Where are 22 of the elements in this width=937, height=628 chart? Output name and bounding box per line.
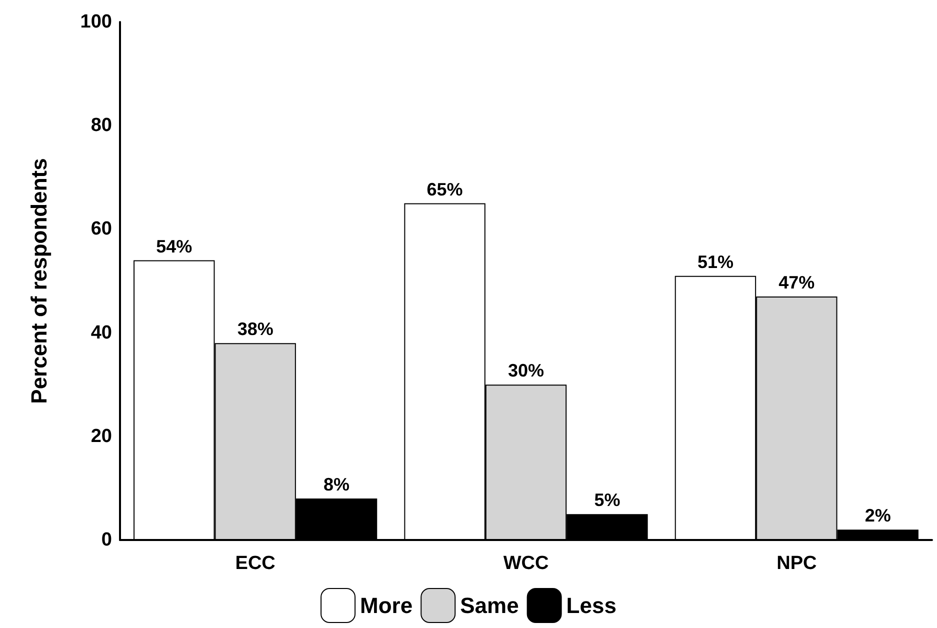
x-tick-label: WCC xyxy=(503,553,549,574)
data-label: 51% xyxy=(697,252,734,272)
data-label: 2% xyxy=(864,506,891,526)
legend-label: Less xyxy=(566,593,616,618)
y-tick-label: 40 xyxy=(90,322,112,344)
data-label: 8% xyxy=(324,474,350,495)
y-tick-label: 80 xyxy=(90,115,112,136)
y-tick-label: 0 xyxy=(101,530,112,550)
y-tick-label: 100 xyxy=(80,12,112,32)
data-label: 30% xyxy=(508,360,544,381)
legend-label: More xyxy=(360,593,413,618)
x-tick-label: NPC xyxy=(776,553,817,574)
y-axis-title: Percent of respondents xyxy=(26,158,52,404)
y-tick-label: 60 xyxy=(90,218,112,240)
y-tick-label: 20 xyxy=(90,426,112,447)
legend-label: Same xyxy=(460,593,519,618)
data-label: 38% xyxy=(237,319,274,340)
data-label: 65% xyxy=(426,179,463,200)
data-label: 47% xyxy=(778,272,815,293)
data-label: 5% xyxy=(594,490,620,510)
x-tick-label: ECC xyxy=(235,553,276,574)
data-label: 54% xyxy=(156,236,192,256)
